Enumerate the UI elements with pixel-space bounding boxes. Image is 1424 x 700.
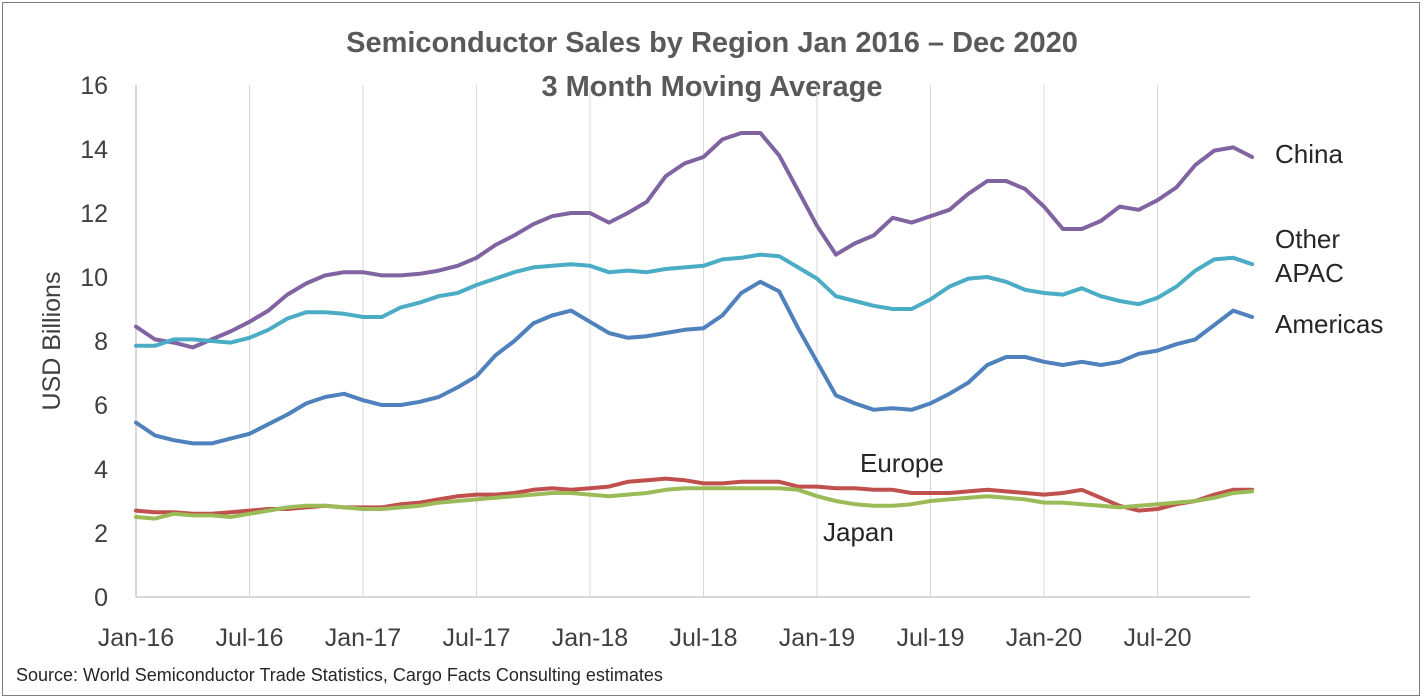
series-line-americas [134,279,1255,446]
x-tick-label: Jan-17 [325,624,401,652]
y-tick-labels: 0 2 4 6 8 10 12 14 16 [80,72,108,612]
series-label-americas: Americas [1275,309,1383,339]
y-tick-label: 16 [80,72,108,100]
x-tick-label: Jul-19 [896,624,964,652]
series-line-japan [134,486,1255,521]
source-note: Source: World Semiconductor Trade Statis… [16,665,663,685]
x-tick-label: Jul-18 [669,624,737,652]
x-tick-label: Jan-19 [779,624,855,652]
series-labels: China Other APAC Americas Europe Japan [823,139,1383,547]
gridlines [249,85,1158,597]
x-tick-label: Jul-17 [442,624,510,652]
x-tick-labels: Jan-16 Jul-16 Jan-17 Jul-17 Jan-18 Jul-18 Jan-… [98,624,1192,652]
series-label-japan: Japan [823,517,894,547]
x-tick-label: Jul-20 [1123,624,1191,652]
x-tick-label: Jan-16 [98,624,174,652]
y-axis-label: USD Billions [38,272,66,411]
x-tick-label: Jan-18 [552,624,628,652]
y-tick-label: 14 [80,136,108,164]
series-label-other-apac: APAC [1275,258,1344,288]
series-label-other-apac: Other [1275,224,1340,254]
series-line-other-apac [134,252,1255,348]
y-tick-label: 2 [94,520,108,548]
chart-subtitle: 3 Month Moving Average [541,71,882,103]
series-line-europe [134,476,1255,516]
series-label-europe: Europe [860,448,944,478]
x-tick-label: Jan-20 [1006,624,1082,652]
x-tick-label: Jul-16 [215,624,283,652]
chart-title: Semiconductor Sales by Region Jan 2016 –… [346,27,1078,59]
y-tick-label: 4 [94,456,108,484]
y-tick-label: 12 [80,200,108,228]
series-line-china [134,131,1255,350]
series-lines [134,131,1255,521]
y-tick-label: 0 [94,584,108,612]
y-tick-label: 10 [80,264,108,292]
y-tick-label: 6 [94,392,108,420]
y-tick-label: 8 [94,328,108,356]
series-label-china: China [1275,139,1343,169]
